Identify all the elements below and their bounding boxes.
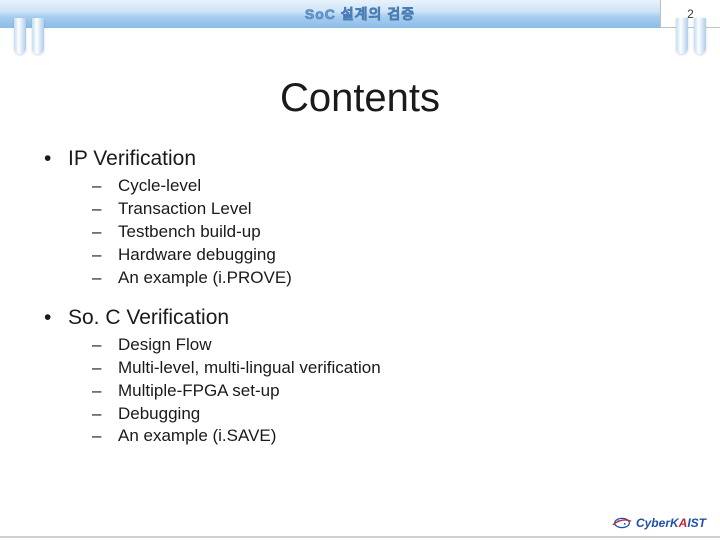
level2-text: An example (i.SAVE) xyxy=(118,425,676,448)
level2-text: Hardware debugging xyxy=(118,244,676,267)
slide-title: Contents xyxy=(0,76,720,121)
bullet-level2: – Multiple-FPGA set-up xyxy=(92,380,676,403)
bullet2-marker: – xyxy=(92,267,118,290)
bullet2-marker: – xyxy=(92,380,118,403)
bullet-level2: – An example (i.PROVE) xyxy=(92,267,676,290)
bullet1-marker: • xyxy=(44,147,68,171)
logo-k: K xyxy=(670,516,679,530)
globe-swoosh-icon xyxy=(611,512,633,534)
logo-cyber: Cyber xyxy=(636,516,670,530)
logo-ist: IST xyxy=(687,516,706,530)
bullet2-marker: – xyxy=(92,221,118,244)
curtain-rod-icon xyxy=(676,18,688,54)
level2-text: Transaction Level xyxy=(118,198,676,221)
bullet2-marker: – xyxy=(92,198,118,221)
bullet-level2: – An example (i.SAVE) xyxy=(92,425,676,448)
level2-text: Debugging xyxy=(118,403,676,426)
logo-text: CyberKAIST xyxy=(636,516,706,530)
footer-logo: CyberKAIST xyxy=(611,512,706,534)
curtain-decoration-right xyxy=(676,18,706,54)
level2-text: Testbench build-up xyxy=(118,221,676,244)
level2-group: – Design Flow – Multi-level, multi-lingu… xyxy=(92,334,676,449)
bullet2-marker: – xyxy=(92,425,118,448)
level2-text: Multiple-FPGA set-up xyxy=(118,380,676,403)
curtain-rod-icon xyxy=(32,18,44,54)
bullet-level2: – Testbench build-up xyxy=(92,221,676,244)
curtain-decoration-left xyxy=(14,18,44,54)
level1-text: So. C Verification xyxy=(68,306,229,330)
level2-group: – Cycle-level – Transaction Level – Test… xyxy=(92,175,676,290)
bullet-level2: – Cycle-level xyxy=(92,175,676,198)
bullet-level2: – Multi-level, multi-lingual verificatio… xyxy=(92,357,676,380)
level2-text: Cycle-level xyxy=(118,175,676,198)
bullet-level2: – Design Flow xyxy=(92,334,676,357)
bullet-level1: • So. C Verification xyxy=(44,306,676,330)
level2-text: An example (i.PROVE) xyxy=(118,267,676,290)
footer-rule xyxy=(0,536,720,538)
bullet-level1: • IP Verification xyxy=(44,147,676,171)
curtain-rod-icon xyxy=(14,18,26,54)
content-area: • IP Verification – Cycle-level – Transa… xyxy=(44,147,676,448)
level2-text: Multi-level, multi-lingual verification xyxy=(118,357,676,380)
bullet2-marker: – xyxy=(92,244,118,267)
bullet-level2: – Transaction Level xyxy=(92,198,676,221)
header-title: SoC 설계의 검증 xyxy=(305,4,415,24)
bullet2-marker: – xyxy=(92,175,118,198)
bullet2-marker: – xyxy=(92,357,118,380)
header-bar: SoC 설계의 검증 2 xyxy=(0,0,720,28)
bullet-level2: – Debugging xyxy=(92,403,676,426)
level1-text: IP Verification xyxy=(68,147,196,171)
bullet2-marker: – xyxy=(92,403,118,426)
bullet-level2: – Hardware debugging xyxy=(92,244,676,267)
curtain-rod-icon xyxy=(694,18,706,54)
level2-text: Design Flow xyxy=(118,334,676,357)
bullet2-marker: – xyxy=(92,334,118,357)
bullet1-marker: • xyxy=(44,306,68,330)
